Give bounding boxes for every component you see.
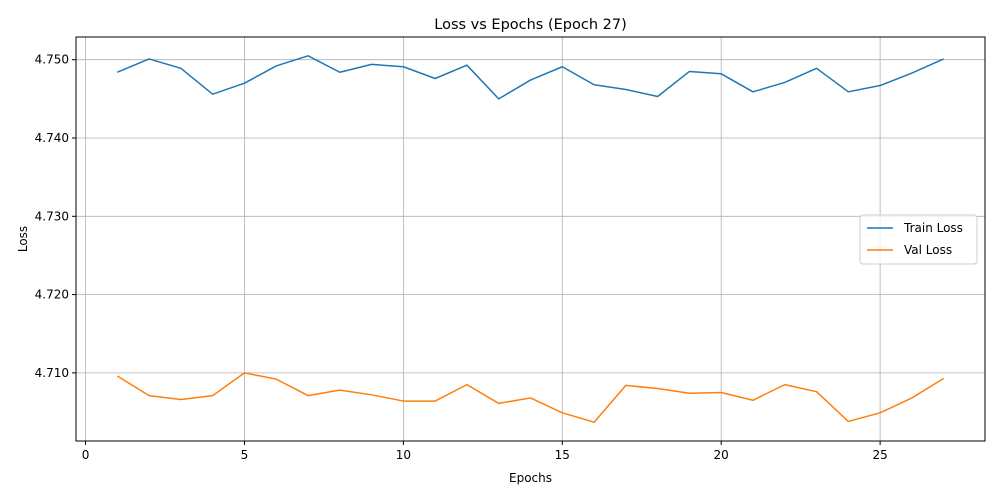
y-tick-label: 4.750 bbox=[35, 53, 69, 67]
plot-frame bbox=[75, 36, 986, 442]
x-tick-label: 25 bbox=[872, 448, 887, 462]
y-tick-label: 4.730 bbox=[35, 209, 69, 223]
x-tick-label: 10 bbox=[396, 448, 411, 462]
y-axis-label: Loss bbox=[16, 226, 30, 252]
series-lines bbox=[116, 55, 945, 423]
y-tick-label: 4.710 bbox=[35, 366, 69, 380]
x-axis: 0 5 10 15 20 25 bbox=[82, 441, 888, 462]
y-tick-label: 4.720 bbox=[35, 288, 69, 302]
x-tick-label: 0 bbox=[82, 448, 90, 462]
y-axis: 4.710 4.720 4.730 4.740 4.750 bbox=[35, 53, 76, 380]
series-line-train-loss bbox=[117, 55, 944, 100]
legend-label-train-loss: Train Loss bbox=[903, 221, 963, 235]
legend: Train Loss Val Loss bbox=[859, 214, 978, 265]
plot-area bbox=[76, 37, 985, 441]
series-line-val-loss bbox=[116, 372, 945, 423]
x-tick-label: 15 bbox=[555, 448, 570, 462]
grid-lines bbox=[76, 37, 985, 441]
x-tick-label: 20 bbox=[714, 448, 729, 462]
y-tick-label: 4.740 bbox=[35, 131, 69, 145]
legend-label-val-loss: Val Loss bbox=[904, 243, 952, 257]
x-axis-label: Epochs bbox=[509, 471, 552, 485]
chart-title: Loss vs Epochs (Epoch 27) bbox=[434, 17, 627, 33]
x-tick-label: 5 bbox=[241, 448, 249, 462]
